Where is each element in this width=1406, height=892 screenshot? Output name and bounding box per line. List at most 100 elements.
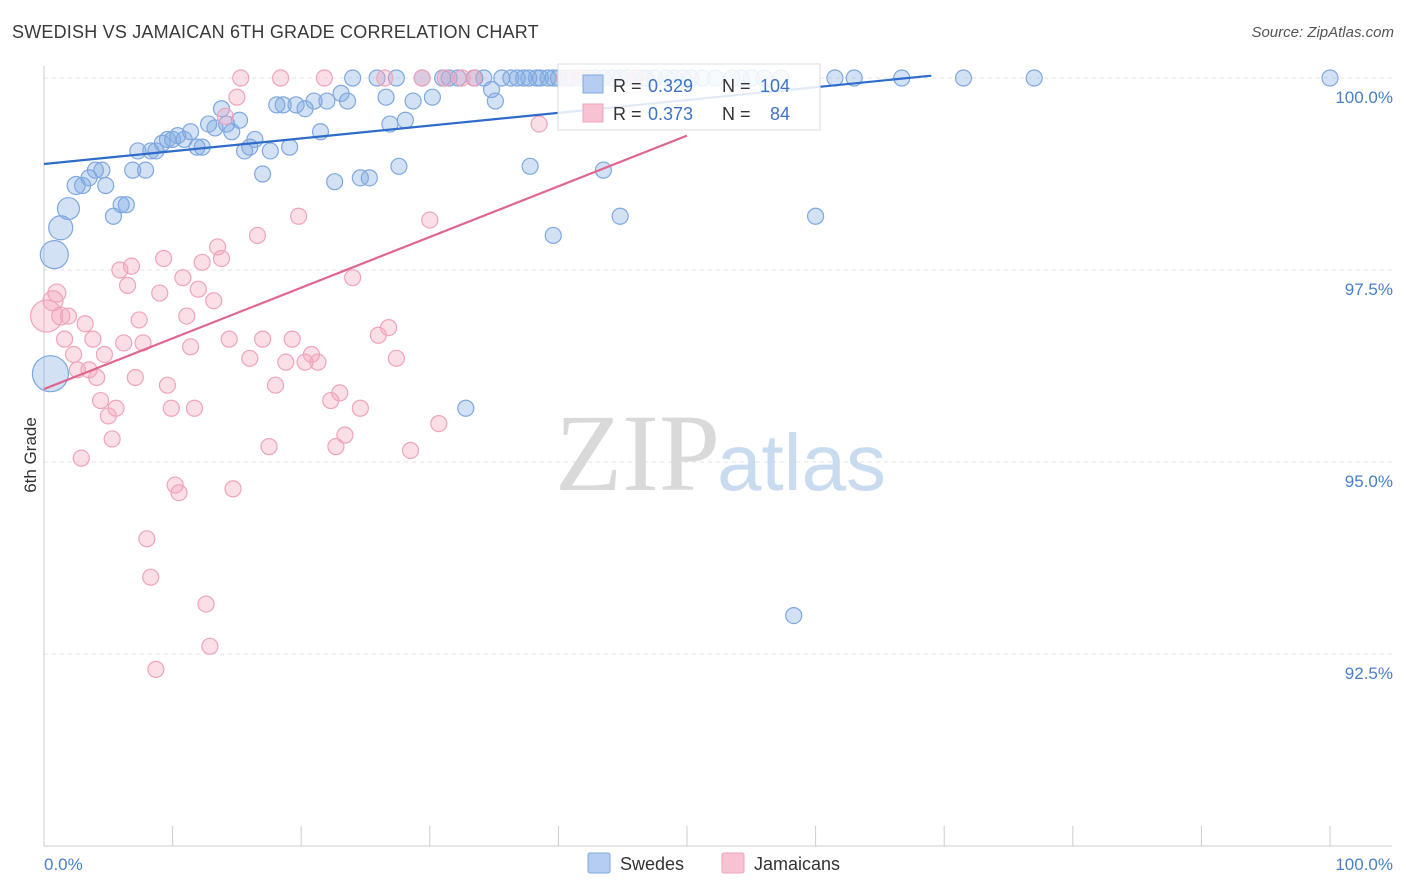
watermark-zip: ZIP — [555, 392, 720, 514]
swedes-point-9 — [97, 176, 115, 195]
swedes-point-40 — [287, 96, 305, 114]
jamaicans-point-2 — [47, 283, 67, 303]
jamaicans-point-64 — [327, 438, 345, 456]
jamaicans-point-27 — [147, 660, 165, 678]
jamaicans-point-23 — [130, 311, 148, 329]
jamaicans-point-17 — [107, 399, 125, 417]
swedes-point-34 — [246, 130, 264, 149]
jamaicans-point-21 — [122, 257, 141, 275]
jamaicans-point-57 — [283, 330, 301, 348]
jamaicans-point-40 — [197, 595, 215, 613]
legend-n-label-jamaicans: N = — [722, 104, 751, 124]
swedes-point-12 — [117, 196, 135, 214]
jamaicans-point-46 — [220, 330, 238, 348]
swedes-point-1 — [39, 240, 69, 270]
jamaicans-point-44 — [212, 249, 231, 268]
jamaicans-point-79 — [464, 69, 483, 87]
jamaicans-point-22 — [126, 368, 144, 387]
jamaicans-point-49 — [232, 69, 250, 87]
swedes-point-48 — [344, 69, 362, 87]
jamaicans-point-56 — [277, 353, 295, 371]
legend-r-value-swedes: 0.329 — [648, 76, 693, 96]
swedes-point-102 — [806, 207, 825, 225]
jamaicans-point-9 — [76, 315, 94, 333]
swedes-point-57 — [404, 92, 422, 110]
jamaicans-point-72 — [387, 349, 405, 367]
swedes-point-49 — [351, 169, 369, 187]
swedes-point-63 — [457, 399, 475, 417]
jamaicans-point-50 — [241, 349, 259, 367]
y-tick-label-1: 97.5% — [1345, 280, 1393, 299]
legend-r-value-jamaicans: 0.373 — [648, 104, 693, 124]
swedes-point-109 — [521, 157, 539, 175]
jamaicans-point-51 — [248, 226, 267, 245]
legend-r-label-swedes: R = — [613, 76, 642, 96]
y-tick-label-2: 95.0% — [1345, 472, 1393, 491]
jamaicans-point-30 — [158, 376, 177, 394]
jamaicans-point-74 — [413, 69, 431, 87]
legend-bottom-swatch-jamaicans — [721, 852, 745, 874]
swedes-point-56 — [396, 111, 414, 129]
jamaicans-point-58 — [290, 207, 308, 225]
swedes-point-108 — [1321, 69, 1339, 87]
swedes-point-52 — [377, 88, 395, 106]
swedes-point-31 — [230, 111, 249, 129]
jamaicans-point-39 — [193, 253, 211, 271]
jamaicans-point-52 — [254, 330, 272, 348]
legend-bottom-label-swedes: Swedes — [620, 854, 684, 874]
jamaicans-point-41 — [201, 637, 219, 655]
swedes-point-69 — [502, 69, 520, 87]
jamaicans-point-48 — [228, 88, 246, 106]
swedes-point-47 — [338, 92, 357, 110]
jamaicans-trend-line — [43, 134, 688, 391]
swedes-point-8 — [93, 161, 111, 179]
swedes-point-11 — [112, 196, 130, 214]
swedes-point-15 — [136, 161, 155, 179]
jamaicans-point-0 — [29, 299, 64, 333]
jamaicans-point-11 — [84, 330, 102, 348]
jamaicans-point-55 — [272, 69, 290, 87]
swedes-point-44 — [318, 92, 336, 110]
y-tick-label-0: 100.0% — [1335, 88, 1393, 107]
jamaicans-point-47 — [224, 480, 242, 498]
jamaicans-point-80 — [530, 115, 548, 133]
legend-n-value-swedes: 104 — [760, 76, 790, 96]
swedes-point-35 — [254, 165, 272, 183]
series-jamaicans — [29, 69, 645, 678]
legend-bottom-swatch-swedes — [587, 852, 611, 874]
y-axis-label: 6th Grade — [21, 417, 40, 493]
jamaicans-point-66 — [336, 426, 354, 444]
jamaicans-point-19 — [115, 334, 133, 352]
swedes-point-42 — [305, 92, 323, 110]
jamaicans-point-5 — [59, 307, 78, 325]
jamaicans-point-13 — [91, 391, 110, 410]
jamaicans-point-65 — [331, 384, 349, 402]
swedes-point-59 — [423, 88, 441, 106]
jamaicans-point-53 — [260, 438, 278, 456]
jamaicans-point-37 — [185, 399, 204, 417]
jamaicans-point-73 — [401, 441, 420, 460]
jamaicans-point-70 — [376, 69, 394, 87]
swedes-point-107 — [1025, 69, 1043, 87]
swedes-point-110 — [544, 226, 562, 245]
axis-labels: 100.0% 97.5% 95.0% 92.5% 0.0% 100.0% 6th Grade — [21, 88, 1393, 874]
jamaicans-point-20 — [118, 276, 137, 294]
jamaicans-point-26 — [142, 568, 160, 586]
swedes-point-39 — [281, 138, 299, 156]
jamaicans-point-42 — [205, 292, 223, 310]
swedes-point-37 — [268, 96, 286, 114]
jamaicans-point-67 — [344, 269, 362, 287]
jamaicans-point-14 — [95, 345, 114, 364]
swedes-point-112 — [611, 207, 629, 225]
legend-series: Swedes Jamaicans — [587, 852, 840, 874]
jamaicans-point-75 — [421, 211, 439, 229]
x-tick-label-0: 0.0% — [44, 855, 83, 874]
jamaicans-point-33 — [170, 484, 188, 502]
swedes-point-103 — [826, 69, 844, 87]
jamaicans-point-68 — [351, 399, 369, 417]
legend-n-value-jamaicans: 84 — [770, 104, 790, 124]
x-tick-label-1: 100.0% — [1335, 855, 1393, 874]
jamaicans-point-54 — [266, 376, 285, 394]
swedes-point-101 — [785, 606, 803, 625]
